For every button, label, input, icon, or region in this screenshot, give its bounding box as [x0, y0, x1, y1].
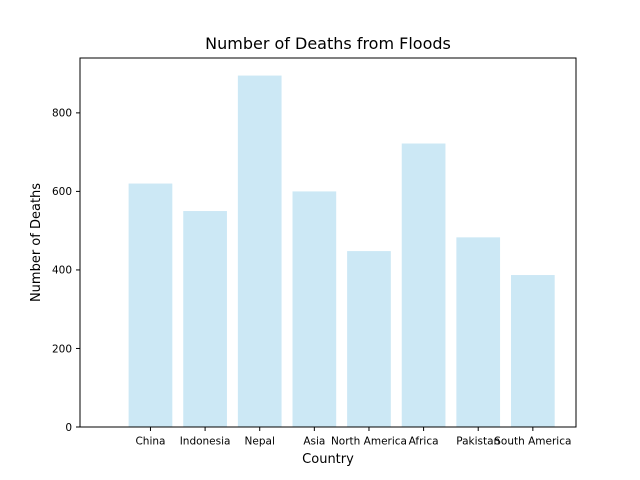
chart-title: Number of Deaths from Floods	[205, 34, 451, 53]
x-tick-label: Nepal	[245, 436, 275, 448]
y-axis-label: Number of Deaths	[29, 183, 44, 302]
y-tick-label: 200	[52, 343, 72, 355]
x-tick-label: North America	[331, 436, 407, 448]
bar-north-america	[347, 251, 391, 427]
x-tick-label: Africa	[409, 436, 439, 448]
bar-asia	[292, 191, 337, 427]
x-axis: China Indonesia Nepal Asia North America Afri…	[135, 427, 571, 448]
plot-area-frame	[79, 57, 577, 428]
y-tick-label: 600	[52, 186, 72, 198]
x-tick-label: South America	[494, 436, 571, 448]
x-tick-label: China	[135, 436, 165, 448]
bar-south-america	[510, 275, 555, 427]
y-tick-label: 800	[52, 108, 72, 120]
bar-africa	[401, 143, 446, 427]
y-tick-label: 400	[52, 265, 72, 277]
x-tick-label: Pakistan	[456, 436, 500, 448]
bars-group	[128, 75, 555, 428]
y-tick-label: 0	[65, 422, 72, 434]
y-axis: 0 200 400 600 800	[52, 108, 80, 434]
x-axis-label: Country	[302, 452, 354, 467]
x-tick-label: Asia	[303, 436, 325, 448]
bar-indonesia	[183, 211, 227, 427]
bar-china	[128, 183, 173, 427]
bar-nepal	[237, 75, 282, 428]
x-tick-label: Indonesia	[180, 436, 231, 448]
bar-pakistan	[456, 237, 501, 427]
